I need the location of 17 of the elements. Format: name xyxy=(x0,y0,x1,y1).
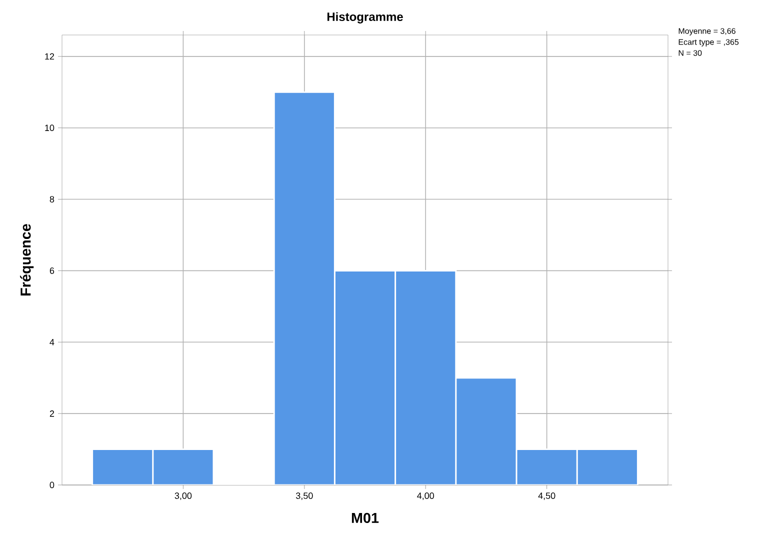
y-tick-label: 0 xyxy=(50,482,54,488)
chart-title: Histogramme xyxy=(327,12,403,24)
x-tick-label: 3,50 xyxy=(296,492,313,500)
x-axis-title: M01 xyxy=(352,512,379,524)
y-axis-title: Fréquence xyxy=(20,224,34,296)
y-tick-label: 8 xyxy=(50,196,54,202)
y-tick-label: 10 xyxy=(45,124,54,132)
y-tick-label: 2 xyxy=(50,410,54,417)
x-tick-label: 3,00 xyxy=(174,492,192,500)
y-tick-label: 4 xyxy=(50,339,54,346)
y-tick-label: 6 xyxy=(50,268,54,274)
text: Moyenne = 3,66 xyxy=(678,28,736,36)
x-tick-label: 4,00 xyxy=(417,492,434,500)
x-tick-label: 4,50 xyxy=(538,492,556,500)
y-tick-label: 12 xyxy=(45,53,54,60)
text: N = 30 xyxy=(678,50,702,56)
text: Ecart type = ,365 xyxy=(678,39,739,46)
